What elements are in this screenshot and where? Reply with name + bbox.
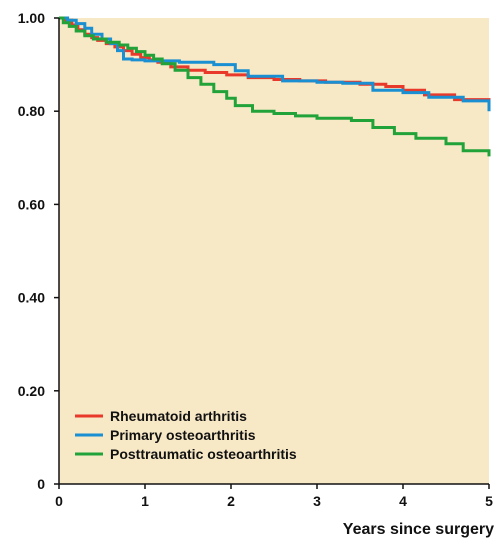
x-tick-label: 3: [313, 493, 321, 509]
legend: Rheumatoid arthritis Primary osteoarthrit…: [75, 408, 297, 462]
x-tick-label: 4: [399, 493, 407, 509]
legend-label: Primary osteoarthritis: [110, 427, 256, 443]
y-tick-label: 0.80: [18, 103, 45, 119]
plot-background: [59, 18, 489, 484]
x-tick-label: 2: [227, 493, 235, 509]
series-line-2: [59, 16, 491, 112]
y-tick-label: 0.40: [18, 290, 45, 306]
x-tick-label: 0: [55, 493, 63, 509]
y-tick-label: 0: [37, 476, 45, 492]
legend-label: Rheumatoid arthritis: [110, 408, 247, 424]
series-line-3: [59, 16, 491, 157]
legend-label: Posttraumatic osteoarthritis: [110, 446, 297, 462]
y-axis-ticks: 0 0.20 0.40 0.60 0.80 1.00: [18, 10, 59, 492]
y-tick-label: 0.20: [18, 383, 45, 399]
y-tick-label: 1.00: [18, 10, 45, 26]
series-layer: [59, 16, 491, 157]
x-tick-label: 5: [485, 493, 493, 509]
x-tick-label: 1: [141, 493, 149, 509]
x-axis-title: Years since surgery: [343, 521, 494, 538]
y-tick-label: 0.60: [18, 196, 45, 212]
x-axis-ticks: 0 1 2 3 4 5: [55, 484, 493, 509]
